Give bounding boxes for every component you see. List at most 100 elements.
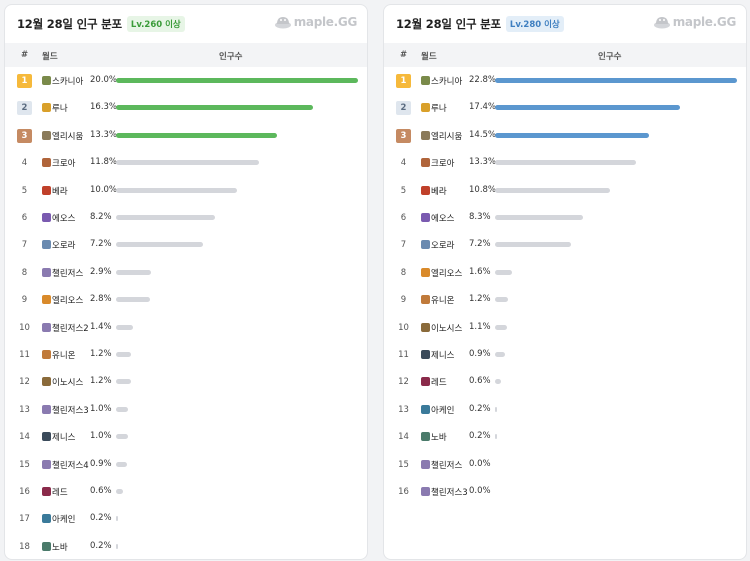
population-bar xyxy=(116,516,119,522)
population-bar xyxy=(116,406,129,412)
table-row[interactable]: 1 스카니아 20.0% xyxy=(5,67,367,94)
table-row[interactable]: 5 베라 10.8% xyxy=(384,177,746,204)
table-row[interactable]: 12 이노시스 1.2% xyxy=(5,368,367,395)
rank-badge: 6 xyxy=(400,213,407,223)
rank-badge: 1 xyxy=(17,74,32,88)
column-population: 인구수 xyxy=(598,52,622,62)
table-row[interactable]: 14 제니스 1.0% xyxy=(5,423,367,450)
rank-badge: 17 xyxy=(19,514,30,525)
world-name: 크로아 xyxy=(52,159,76,170)
population-bar xyxy=(495,105,680,111)
population-percent: 0.9% xyxy=(469,349,491,359)
world-name: 루나 xyxy=(52,104,68,115)
table-row[interactable]: 12 레드 0.6% xyxy=(384,368,746,395)
table-row[interactable]: 16 챌린저스3 0.0% xyxy=(384,478,746,505)
world-name: 오로라 xyxy=(52,241,76,252)
world-name: 엘리오스 xyxy=(431,268,463,279)
rank-badge: 14 xyxy=(398,432,409,443)
world-name: 챌린저스 xyxy=(52,268,84,279)
population-card-lv280: 12월 28일 인구 분포 Lv.280 이상 maple.GG # 월드 인구… xyxy=(383,4,747,560)
world-emblem-icon xyxy=(42,267,51,277)
table-row[interactable]: 7 오로라 7.2% xyxy=(5,231,367,258)
table-row[interactable]: 10 챌린저스2 1.4% xyxy=(5,314,367,341)
rank-badge: 3 xyxy=(396,128,411,143)
table-row[interactable]: 4 크로아 11.8% xyxy=(5,149,367,176)
population-percent: 1.0% xyxy=(90,431,112,442)
population-percent: 1.2% xyxy=(469,294,491,305)
world-emblem-icon xyxy=(42,459,51,469)
logo-text: maple.GG xyxy=(293,15,358,29)
world-name: 제니스 xyxy=(431,351,455,361)
table-row[interactable]: 1 스카니아 22.8% xyxy=(384,67,746,94)
table-row[interactable]: 15 챌린저스4 0.9% xyxy=(5,451,367,478)
table-row[interactable]: 5 베라 10.0% xyxy=(5,177,367,204)
table-row[interactable]: 16 레드 0.6% xyxy=(5,478,367,505)
table-row[interactable]: 13 아케인 0.2% xyxy=(384,396,746,423)
population-bar xyxy=(116,160,259,166)
population-bar xyxy=(495,78,737,83)
maplegg-logo[interactable]: maple.GG xyxy=(653,15,736,29)
table-row[interactable]: 9 유니온 1.2% xyxy=(384,286,746,313)
population-bar xyxy=(116,489,124,494)
table-row[interactable]: 9 엘리오스 2.8% xyxy=(5,286,367,313)
maplegg-logo[interactable]: maple.GG xyxy=(274,15,357,29)
table-row[interactable]: 6 에오스 8.2% xyxy=(5,204,367,231)
table-row[interactable]: 17 아케인 0.2% xyxy=(5,505,367,532)
world-name: 베라 xyxy=(52,186,68,197)
rank-badge: 13 xyxy=(398,404,409,415)
population-percent: 1.1% xyxy=(469,321,491,332)
table-row[interactable]: 2 루나 17.4% xyxy=(384,94,746,121)
world-name: 아케인 xyxy=(52,515,76,526)
world-name: 스카니아 xyxy=(431,77,463,87)
table-row[interactable]: 10 이노시스 1.1% xyxy=(384,314,746,341)
rank-badge: 8 xyxy=(21,267,28,278)
rank-badge: 6 xyxy=(21,213,28,223)
table-row[interactable]: 14 노바 0.2% xyxy=(384,423,746,450)
table-row[interactable]: 6 에오스 8.3% xyxy=(384,204,746,231)
rank-badge: 16 xyxy=(398,487,409,497)
population-percent: 1.6% xyxy=(469,266,491,277)
population-percent: 0.2% xyxy=(90,513,112,524)
table-row[interactable]: 3 엘리시움 13.3% xyxy=(5,122,367,149)
population-percent: 17.4% xyxy=(469,102,497,113)
population-percent: 10.8% xyxy=(469,184,497,195)
population-percent: 1.0% xyxy=(90,403,112,414)
world-name: 유니온 xyxy=(431,296,455,307)
population-bar xyxy=(495,242,572,248)
rank-badge: 13 xyxy=(19,404,30,415)
table-row[interactable]: 8 챌린저스 2.9% xyxy=(5,259,367,286)
rank-badge: 11 xyxy=(19,350,30,360)
table-row[interactable]: 11 유니온 1.2% xyxy=(5,341,367,368)
table-row[interactable]: 8 엘리오스 1.6% xyxy=(384,259,746,286)
table-row[interactable]: 2 루나 16.3% xyxy=(5,94,367,121)
world-emblem-icon xyxy=(42,404,51,414)
world-name: 챌린저스4 xyxy=(52,460,89,471)
population-bar xyxy=(116,352,131,357)
mushroom-logo-icon xyxy=(653,17,670,29)
table-row[interactable]: 11 제니스 0.9% xyxy=(384,341,746,368)
column-world: 월드 xyxy=(42,52,58,62)
table-row[interactable]: 4 크로아 13.3% xyxy=(384,149,746,176)
column-population: 인구수 xyxy=(219,52,243,62)
world-emblem-icon xyxy=(421,76,430,85)
population-card-lv260: 12월 28일 인구 분포 Lv.260 이상 maple.GG # 월드 인구… xyxy=(4,4,368,560)
population-bar xyxy=(495,269,512,275)
rank-badge: 15 xyxy=(398,459,409,470)
population-percent: 1.2% xyxy=(90,349,112,359)
world-emblem-icon xyxy=(42,130,51,140)
population-percent: 0.0% xyxy=(469,458,491,469)
world-emblem-icon xyxy=(421,185,430,195)
logo-text: maple.GG xyxy=(672,15,737,29)
table-row[interactable]: 15 챌린저스 0.0% xyxy=(384,451,746,478)
rank-badge: 4 xyxy=(400,158,407,169)
population-bar xyxy=(116,434,129,440)
world-name: 챌린저스3 xyxy=(431,488,468,498)
table-row[interactable]: 7 오로라 7.2% xyxy=(384,231,746,258)
table-row[interactable]: 13 챌린저스3 1.0% xyxy=(5,396,367,423)
world-emblem-icon xyxy=(421,377,430,387)
population-percent: 0.2% xyxy=(90,540,112,551)
world-name: 레드 xyxy=(431,378,447,389)
table-row[interactable]: 18 노바 0.2% xyxy=(5,533,367,559)
table-row[interactable]: 3 엘리시움 14.5% xyxy=(384,122,746,149)
world-name: 크로아 xyxy=(431,159,455,170)
